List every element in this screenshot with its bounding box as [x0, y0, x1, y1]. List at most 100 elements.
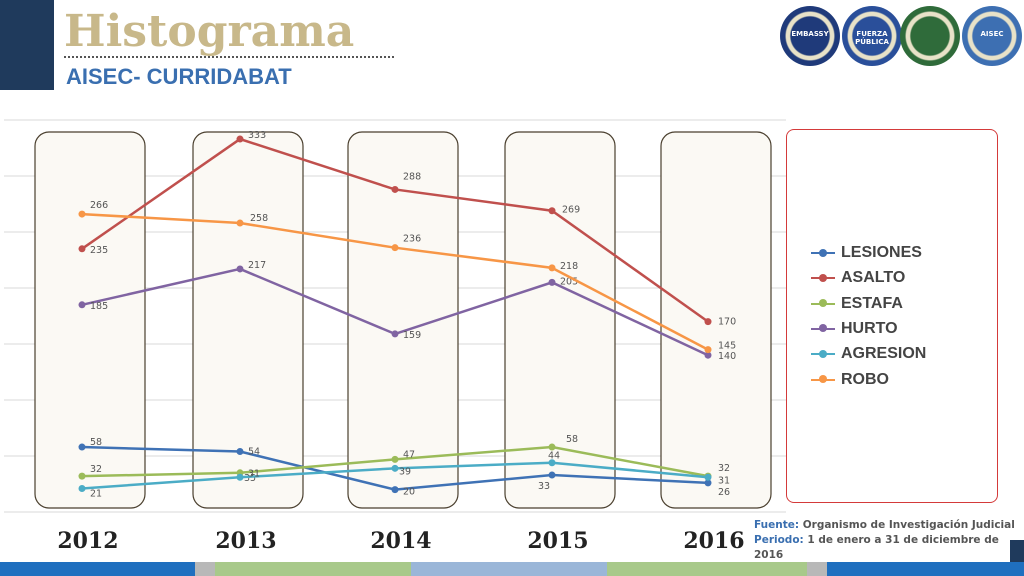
- data-point-asalto: [548, 207, 556, 215]
- legend-item-estafa: ESTAFA: [811, 293, 903, 315]
- data-point-estafa: [391, 455, 399, 463]
- aisec-seal: AISEC: [962, 6, 1022, 66]
- next-arrow-icon[interactable]: [1010, 540, 1024, 562]
- data-label: 269: [562, 205, 580, 216]
- data-label: 58: [90, 437, 102, 448]
- legend-swatch: [811, 324, 835, 333]
- legend-label: ASALTO: [841, 269, 906, 287]
- data-point-asalto: [704, 318, 712, 326]
- data-point-lesiones: [548, 471, 556, 479]
- data-point-robo: [391, 244, 399, 252]
- data-label: 31: [248, 468, 260, 479]
- legend-swatch: [811, 375, 835, 383]
- title-dotted-rule: [64, 56, 394, 58]
- legend-label: ROBO: [841, 370, 889, 388]
- year-column-2016: [660, 131, 772, 509]
- legend-label: LESIONES: [841, 244, 922, 261]
- data-label: 54: [248, 447, 260, 458]
- data-label: 140: [718, 351, 736, 362]
- data-label: 236: [403, 234, 421, 245]
- legend-swatch: [811, 349, 835, 358]
- policia-colombia-seal: [900, 6, 960, 66]
- data-point-agresion: [236, 473, 244, 481]
- logo-strip: EMBASSY FUERZA PÚBLICA AISEC: [778, 2, 1024, 70]
- data-point-asalto: [391, 185, 399, 193]
- data-point-agresion: [704, 473, 712, 481]
- data-point-hurto: [236, 265, 244, 273]
- legend-item-hurto: HURTO: [811, 318, 898, 340]
- data-label: 32: [90, 464, 102, 475]
- legend-swatch: [811, 273, 835, 282]
- source-label: Fuente:: [754, 519, 800, 531]
- year-column-2013: [192, 131, 304, 509]
- data-label: 32: [718, 463, 730, 474]
- footer-color-bar: [0, 562, 1024, 576]
- source-note: Fuente: Organismo de Investigación Judic…: [754, 518, 1024, 563]
- data-label: 35: [244, 473, 256, 484]
- data-point-agresion: [391, 464, 399, 472]
- chart-legend: LESIONES ASALTO ESTAFA HURTO AGRESION ROBO: [786, 129, 998, 503]
- legend-item-lesiones: LESIONES: [811, 242, 922, 264]
- x-tick-label: 2014: [370, 528, 431, 554]
- data-label: 39: [399, 466, 411, 477]
- data-label: 159: [403, 330, 421, 341]
- data-point-lesiones: [78, 443, 86, 451]
- data-point-lesiones: [391, 486, 399, 494]
- data-label: 47: [403, 449, 415, 460]
- year-column-2012: [34, 131, 146, 509]
- data-label: 217: [248, 260, 266, 271]
- x-tick-label: 2013: [215, 528, 276, 554]
- data-label: 218: [560, 261, 578, 272]
- data-point-asalto: [236, 135, 244, 143]
- data-point-hurto: [391, 330, 399, 338]
- data-point-hurto: [548, 278, 556, 286]
- data-label: 235: [90, 245, 108, 256]
- source-text: Organismo de Investigación Judicial: [802, 519, 1015, 531]
- x-tick-label: 2012: [57, 528, 118, 554]
- data-point-estafa: [78, 472, 86, 480]
- legend-item-robo: ROBO: [811, 369, 889, 391]
- data-label: 31: [718, 475, 730, 486]
- page-title: Histograma: [64, 6, 355, 57]
- period-label: Periodo:: [754, 534, 804, 546]
- data-label: 266: [90, 200, 108, 211]
- period-text: 1 de enero a 31 de diciembre de 2016: [754, 534, 999, 561]
- data-label: 205: [560, 276, 578, 287]
- data-point-estafa: [548, 443, 556, 451]
- data-point-robo: [78, 210, 86, 218]
- legend-item-agresion: AGRESION: [811, 343, 926, 365]
- us-embassy-seal: EMBASSY: [780, 6, 840, 66]
- line-chart: 2012 2013 2014 2015 2016 58 54 20 33 26 235 333 288 2…: [4, 119, 786, 554]
- data-point-robo: [548, 264, 556, 272]
- legend-swatch: [811, 248, 835, 257]
- x-tick-label: 2016: [683, 528, 744, 554]
- data-label: 170: [718, 317, 736, 328]
- data-label: 258: [250, 213, 268, 224]
- data-label: 185: [90, 301, 108, 312]
- data-point-agresion: [78, 484, 86, 492]
- data-label: 26: [718, 487, 730, 498]
- year-column-2014: [347, 131, 459, 509]
- data-point-robo: [236, 219, 244, 227]
- data-point-lesiones: [704, 479, 712, 487]
- data-point-agresion: [548, 459, 556, 467]
- data-label: 44: [548, 451, 560, 462]
- data-label: 20: [403, 487, 415, 498]
- page-subtitle: AISEC- CURRIDABAT: [66, 64, 292, 89]
- legend-swatch: [811, 299, 835, 308]
- legend-label: ESTAFA: [841, 294, 903, 312]
- data-label: 333: [248, 130, 266, 141]
- legend-label: AGRESION: [841, 345, 927, 363]
- x-tick-label: 2015: [527, 528, 588, 554]
- data-label: 33: [538, 481, 550, 492]
- fuerza-publica-badge: FUERZA PÚBLICA: [842, 6, 902, 66]
- header-side-bar: [0, 0, 54, 90]
- year-column-2015: [504, 131, 616, 509]
- legend-item-asalto: ASALTO: [811, 267, 905, 289]
- data-point-robo: [704, 346, 712, 354]
- legend-label: HURTO: [841, 319, 898, 337]
- data-label: 58: [566, 434, 578, 445]
- data-label: 288: [403, 171, 421, 182]
- data-point-hurto: [78, 301, 86, 309]
- data-point-hurto: [704, 351, 712, 359]
